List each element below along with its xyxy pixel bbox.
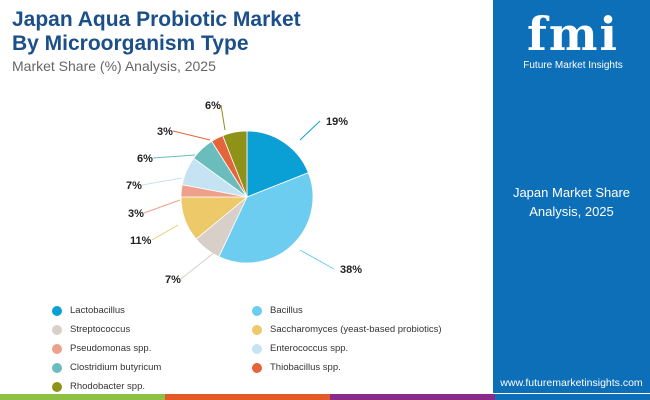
leader-line <box>299 120 321 141</box>
leader-line <box>172 130 211 141</box>
pie-slice-lactobacillus <box>246 130 309 198</box>
logo-caption: Future Market Insights <box>523 60 623 71</box>
panel-line-2: Analysis, 2025 <box>529 204 614 219</box>
website-link[interactable]: www.futuremarketinsights.com <box>500 377 643 389</box>
side-panel: fmi Future Market Insights Japan Market … <box>493 0 650 393</box>
leader-line <box>152 154 196 159</box>
legend-label: Streptococcus <box>70 324 131 335</box>
legend-swatch <box>252 324 262 335</box>
pie-slice-rhodobacter-spp- <box>222 130 248 198</box>
stripe-purple <box>330 394 495 400</box>
title-line-2: By Microorganism Type <box>12 32 249 55</box>
leader-line <box>180 251 216 280</box>
data-label: 3% <box>157 126 173 138</box>
legend-item: Enterococcus spp. <box>252 342 472 355</box>
stripe-blue <box>495 394 650 400</box>
legend-item: Streptococcus <box>52 323 252 336</box>
data-label: 6% <box>137 153 153 165</box>
legend-label: Lactobacillus <box>70 305 125 316</box>
legend-swatch <box>52 362 62 373</box>
legend-swatch <box>252 343 262 354</box>
leader-line <box>143 199 181 214</box>
stripe-orange <box>165 394 330 400</box>
legend-item: Thiobacillus spp. <box>252 361 472 374</box>
data-label: 19% <box>326 116 348 128</box>
legend-swatch <box>52 305 62 316</box>
legend-label: Bacillus <box>270 305 303 316</box>
legend-item: Bacillus <box>252 304 472 317</box>
pie-chart: 19% 38% 7% 11% 3% 7% 6% 3% 6% <box>126 100 362 286</box>
title-line-1: Japan Aqua Probiotic Market <box>12 8 301 31</box>
leader-line <box>141 177 183 186</box>
legend-item: Rhodobacter spp. <box>52 380 252 393</box>
legend-swatch <box>252 362 262 373</box>
panel-caption: Japan Market Share Analysis, 2025 <box>493 183 650 221</box>
chart-title: Japan Aqua Probiotic Market By Microorgan… <box>12 8 301 56</box>
data-label: 38% <box>340 264 362 276</box>
legend-swatch <box>252 305 262 316</box>
data-label: 11% <box>130 235 152 247</box>
legend-item: Saccharomyces (yeast-based probiotics) <box>252 323 472 336</box>
data-label: 6% <box>205 100 221 112</box>
legend-label: Clostridium butyricum <box>70 362 162 373</box>
stripe-green <box>0 394 165 400</box>
chart-subtitle: Market Share (%) Analysis, 2025 <box>12 58 216 74</box>
legend-label: Pseudomonas spp. <box>70 343 152 354</box>
data-label: 7% <box>165 274 181 286</box>
leader-line <box>220 104 226 131</box>
legend-label: Enterococcus spp. <box>270 343 349 354</box>
pie-slice-bacillus <box>218 172 314 264</box>
legend-item: Lactobacillus <box>52 304 252 317</box>
data-label: 3% <box>128 208 144 220</box>
legend-swatch <box>52 324 62 335</box>
legend: Lactobacillus Bacillus Streptococcus Saccha… <box>52 304 472 393</box>
fmi-logo: fmi Future Market Insights <box>513 8 633 71</box>
leader-line <box>299 249 335 270</box>
legend-swatch <box>52 381 62 392</box>
legend-label: Thiobacillus spp. <box>270 362 341 373</box>
legend-item: Clostridium butyricum <box>52 361 252 374</box>
legend-item: Pseudomonas spp. <box>52 342 252 355</box>
logo-mark: fmi <box>527 7 619 61</box>
legend-label: Rhodobacter spp. <box>70 381 145 392</box>
legend-label: Saccharomyces (yeast-based probiotics) <box>270 324 442 335</box>
legend-swatch <box>52 343 62 354</box>
leader-line <box>151 224 179 241</box>
panel-line-1: Japan Market Share <box>512 185 631 200</box>
data-label: 7% <box>126 180 142 192</box>
